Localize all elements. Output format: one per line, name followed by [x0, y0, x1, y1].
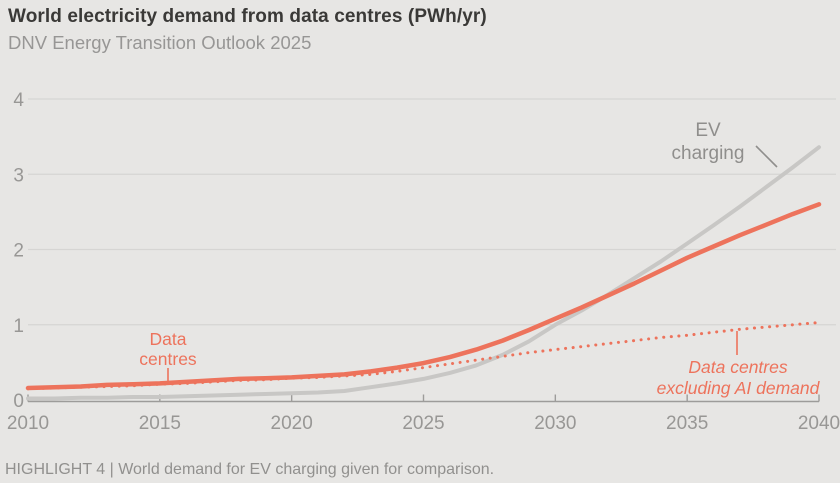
annotation-data-centres-excl-ai: Data centres excluding AI demand — [608, 357, 840, 399]
annotation-ev-line1: EV — [695, 120, 721, 141]
chart-header: World electricity demand from data centr… — [8, 6, 487, 54]
series-data-centres — [25, 202, 822, 391]
y-tick-label-1: 1 — [13, 316, 24, 337]
x-tick-label-2030: 2030 — [534, 413, 576, 434]
chart-subtitle: DNV Energy Transition Outlook 2025 — [8, 32, 312, 53]
x-tick-label-2035: 2035 — [666, 413, 708, 434]
annotation-data-centres: Data centres — [108, 329, 228, 369]
x-tick-label-2025: 2025 — [402, 413, 444, 434]
series-data-centres-excluding-ai-demand — [26, 321, 821, 391]
annotation-dc-line2: centres — [139, 349, 197, 369]
annotation-dc-line1: Data — [149, 329, 187, 349]
chart-title: World electricity demand from data centr… — [8, 6, 487, 27]
y-tick-label-3: 3 — [13, 165, 24, 186]
y-tick-label-4: 4 — [13, 90, 24, 111]
ev-charging-leader-line — [755, 145, 778, 168]
annotation-ev-charging: EV charging — [652, 119, 764, 165]
series-ev-charging — [26, 145, 821, 401]
chart-generated-layer: 0 1 2 3 4 2010 2015 2020 2025 2030 2035 2040 — [7, 90, 840, 434]
x-tick-label-2015: 2015 — [139, 413, 181, 434]
x-tick-label-2020: 2020 — [271, 413, 313, 434]
y-tick-label-2: 2 — [13, 241, 24, 262]
annotation-ev-line2: charging — [671, 143, 745, 164]
x-tick-label-2040: 2040 — [798, 413, 840, 434]
annotation-dcx-line1: Data centres — [688, 357, 788, 377]
chart-caption: HIGHLIGHT 4 | World demand for EV chargi… — [5, 461, 495, 478]
annotation-dcx-line2: excluding AI demand — [656, 378, 820, 398]
x-tick-label-2010: 2010 — [7, 413, 49, 434]
y-tick-label-0: 0 — [13, 391, 24, 412]
